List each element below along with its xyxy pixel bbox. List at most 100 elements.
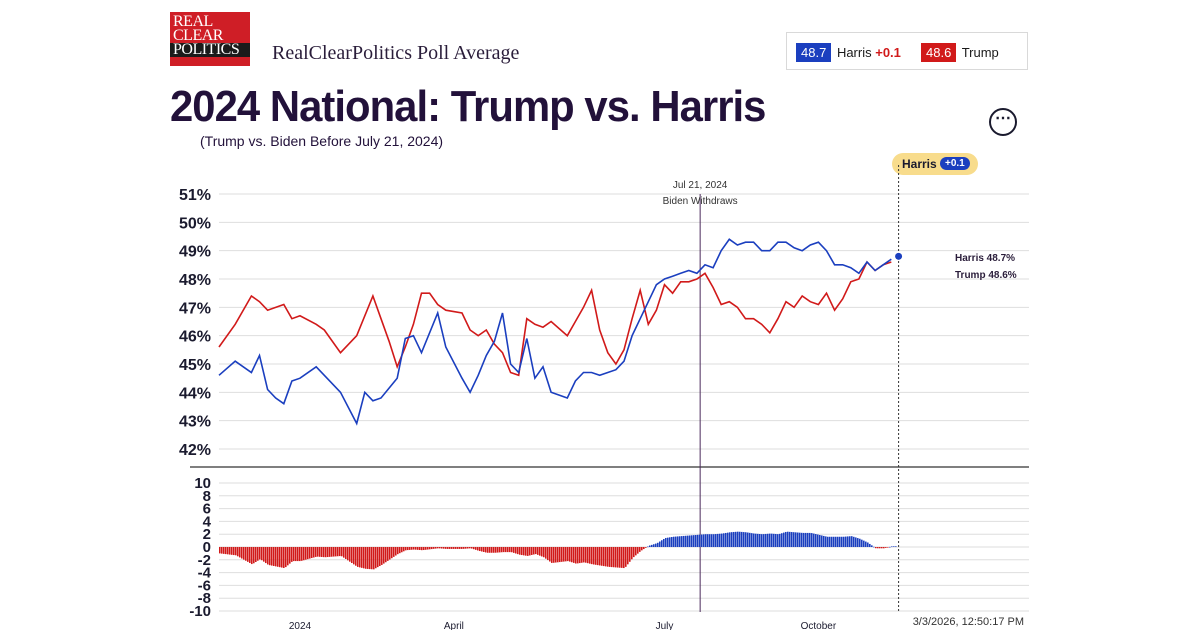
spread-bar — [709, 534, 711, 547]
harris-line — [218, 238, 892, 426]
trump-label: Trump — [961, 45, 999, 60]
page-title: 2024 National: Trump vs. Harris — [170, 82, 766, 131]
spread-bar — [449, 547, 451, 549]
spread-bar — [843, 536, 845, 547]
spread-bar — [561, 547, 563, 562]
spread-bar — [737, 531, 739, 547]
leader-change: +0.1 — [940, 157, 970, 170]
spread-bar — [501, 547, 503, 553]
spread-bar — [303, 547, 305, 561]
spread-bar — [329, 547, 331, 557]
spread-bar — [633, 547, 635, 558]
spread-bar — [475, 547, 477, 550]
spread-bar — [893, 546, 895, 547]
spread-bar — [679, 536, 681, 547]
spread-bar — [565, 547, 567, 562]
spread-bar — [809, 532, 811, 547]
spread-bar — [573, 547, 575, 563]
spread-bar — [433, 547, 435, 549]
rcp-logo[interactable]: REAL CLEAR POLITICS — [170, 12, 250, 66]
y-tick-label: 48% — [179, 272, 211, 289]
spread-bar — [583, 547, 585, 563]
spread-bar — [697, 534, 699, 547]
spread-bar — [413, 547, 415, 550]
spread-bar — [615, 547, 617, 568]
harris-end-label: Harris 48.7% — [955, 253, 1015, 264]
spread-bar — [753, 533, 755, 547]
spread-bar — [789, 531, 791, 547]
spread-bar — [265, 547, 267, 564]
spread-bar — [347, 547, 349, 561]
spread-bar — [783, 532, 785, 547]
spread-bar — [873, 546, 875, 548]
spread-bar — [653, 544, 655, 547]
spread-bar — [871, 545, 873, 547]
x-axis-label: April — [444, 621, 464, 630]
spread-bar — [689, 535, 691, 547]
y-tick-label: 49% — [179, 244, 211, 261]
spread-bar — [559, 547, 561, 563]
legend-harris[interactable]: 48.7 Harris +0.1 — [796, 43, 901, 62]
spread-bar — [775, 533, 777, 547]
spread-bar — [545, 547, 547, 559]
spread-bar — [275, 547, 277, 567]
x-axis-label: July — [656, 621, 674, 630]
spread-bar — [495, 547, 497, 553]
spread-bar — [377, 547, 379, 568]
spread-bar — [517, 547, 519, 555]
spread-bar — [751, 533, 753, 547]
spread-bar — [797, 532, 799, 547]
leader-name: Harris — [902, 157, 937, 171]
spread-bar — [227, 547, 229, 555]
spread-bar — [311, 547, 313, 559]
y-tick-label: 43% — [179, 414, 211, 431]
spread-bar — [323, 547, 325, 558]
spread-bar — [553, 547, 555, 563]
spread-bar — [497, 547, 499, 553]
spread-bar — [577, 547, 579, 564]
page-subtitle: (Trump vs. Biden Before July 21, 2024) — [200, 133, 444, 149]
spread-bar — [535, 547, 537, 555]
spread-bar — [481, 547, 483, 552]
spread-bar — [341, 547, 343, 557]
spread-bar — [733, 531, 735, 547]
spread-bar — [827, 536, 829, 547]
spread-bar — [447, 547, 449, 549]
spread-bar — [251, 547, 253, 565]
spread-bar — [773, 533, 775, 547]
spread-bar — [359, 547, 361, 568]
legend-trump[interactable]: 48.6 Trump — [921, 43, 999, 62]
spread-bar — [247, 547, 249, 562]
spread-bar — [379, 547, 381, 567]
spread-bar — [259, 547, 261, 560]
spread-bar — [877, 547, 879, 549]
spread-bar — [547, 547, 549, 561]
spread-bar — [223, 547, 225, 554]
spread-bar — [793, 532, 795, 547]
spread-bar — [271, 547, 273, 566]
spread-bar — [417, 547, 419, 550]
spread-bar — [857, 538, 859, 547]
leader-badge: Harris +0.1 — [892, 153, 978, 175]
spread-bar — [425, 547, 427, 550]
spread-bar — [655, 543, 657, 547]
more-options-button[interactable]: ⋯ — [989, 108, 1017, 136]
spread-bar — [841, 536, 843, 547]
spread-bar — [705, 534, 707, 547]
y-tick-label: 44% — [179, 385, 211, 402]
x-axis-label: October — [801, 621, 837, 630]
spread-bar — [669, 537, 671, 547]
trump-line — [218, 260, 892, 377]
spread-bar — [593, 547, 595, 565]
spread-bar — [771, 533, 773, 547]
spread-bar — [597, 547, 599, 566]
spread-bar — [253, 547, 255, 564]
harris-value-badge: 48.7 — [796, 43, 832, 62]
spread-bar — [373, 547, 375, 570]
spread-bar — [685, 535, 687, 547]
spread-bar — [735, 531, 737, 547]
spread-bar — [757, 533, 759, 547]
spread-bar — [445, 547, 447, 549]
spread-bar — [683, 535, 685, 547]
